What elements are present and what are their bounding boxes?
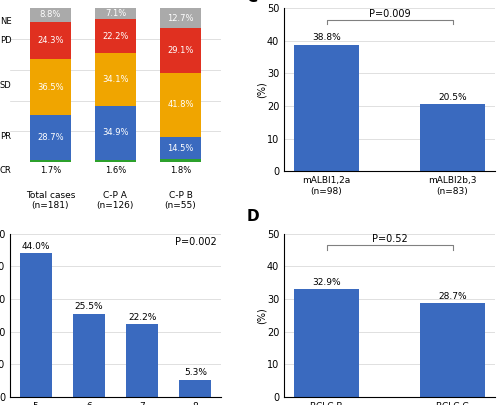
- Text: 8.8%: 8.8%: [40, 11, 61, 19]
- Text: D: D: [246, 209, 259, 224]
- Text: 25.5%: 25.5%: [74, 302, 103, 311]
- Bar: [20, 253, 52, 397]
- Y-axis label: (%): (%): [257, 81, 267, 98]
- Text: P=0.002: P=0.002: [175, 237, 216, 247]
- Bar: [420, 104, 486, 171]
- Text: 22.2%: 22.2%: [102, 32, 128, 41]
- Text: 12.7%: 12.7%: [168, 13, 194, 23]
- Text: 5.3%: 5.3%: [184, 368, 207, 377]
- Text: PR: PR: [0, 132, 12, 141]
- Text: 41.8%: 41.8%: [168, 100, 194, 109]
- Bar: [96, 8, 136, 19]
- Text: 22.2%: 22.2%: [128, 313, 156, 322]
- Text: C: C: [246, 0, 258, 5]
- Text: 7.1%: 7.1%: [105, 9, 126, 18]
- Bar: [96, 19, 136, 53]
- Bar: [294, 290, 360, 397]
- Bar: [30, 115, 70, 160]
- Bar: [180, 379, 212, 397]
- Text: SD: SD: [0, 81, 12, 90]
- Bar: [96, 160, 136, 162]
- Bar: [96, 53, 136, 106]
- Text: 1.6%: 1.6%: [105, 166, 126, 175]
- Bar: [294, 45, 360, 171]
- Text: 24.3%: 24.3%: [37, 36, 64, 45]
- Bar: [30, 8, 70, 21]
- Text: P=0.52: P=0.52: [372, 234, 408, 244]
- Bar: [73, 313, 105, 397]
- Bar: [160, 72, 200, 137]
- Bar: [160, 137, 200, 160]
- Text: 38.8%: 38.8%: [312, 33, 341, 42]
- Text: 34.1%: 34.1%: [102, 75, 128, 84]
- Text: PD: PD: [0, 36, 12, 45]
- Text: P=0.009: P=0.009: [369, 9, 410, 19]
- Text: 1.8%: 1.8%: [170, 166, 191, 175]
- Text: 29.1%: 29.1%: [168, 46, 194, 55]
- Text: 28.7%: 28.7%: [37, 133, 64, 142]
- Text: 28.7%: 28.7%: [438, 292, 467, 301]
- Text: 14.5%: 14.5%: [168, 144, 194, 153]
- Bar: [160, 28, 200, 72]
- Bar: [160, 160, 200, 162]
- Text: 1.7%: 1.7%: [40, 166, 61, 175]
- Bar: [30, 59, 70, 115]
- Text: 20.5%: 20.5%: [438, 93, 467, 102]
- Bar: [96, 106, 136, 160]
- Text: NE: NE: [0, 17, 12, 26]
- Bar: [30, 21, 70, 59]
- Bar: [30, 160, 70, 162]
- Bar: [160, 8, 200, 28]
- Text: 36.5%: 36.5%: [37, 83, 64, 92]
- Text: 32.9%: 32.9%: [312, 278, 341, 287]
- Y-axis label: (%): (%): [257, 307, 267, 324]
- Text: CR: CR: [0, 166, 12, 175]
- Text: 34.9%: 34.9%: [102, 128, 128, 137]
- Text: 44.0%: 44.0%: [22, 241, 50, 251]
- Bar: [420, 303, 486, 397]
- Bar: [126, 324, 158, 397]
